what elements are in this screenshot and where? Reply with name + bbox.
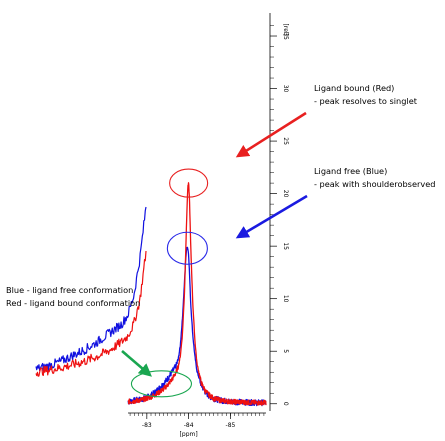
x-tick-label: -83	[142, 422, 152, 429]
bound-arrow	[235, 111, 307, 158]
y-tick-label: 15	[282, 242, 289, 250]
x-axis-label: [ppm]	[180, 431, 198, 437]
highlight-ellipse-2	[130, 370, 193, 398]
y-tick-label: 5	[282, 349, 289, 353]
highlight-ellipse-1	[166, 231, 208, 265]
highlight-ellipse-0	[169, 168, 209, 198]
highlight-layer	[130, 168, 209, 398]
x-tick-label: -85	[226, 422, 236, 429]
free-annotation-title: Ligand free (Blue)	[314, 166, 387, 176]
inset-line-ligand-free	[35, 206, 147, 372]
y-tick-label: 10	[282, 295, 289, 303]
inset-line-ligand-bound	[35, 250, 147, 377]
y-tick-label: 30	[282, 85, 289, 93]
y-tick-label: 20	[282, 190, 289, 198]
x-tick-label: -84	[184, 422, 194, 429]
inset-arrow	[121, 350, 152, 377]
y-axis-label: [rel]	[282, 24, 289, 36]
inset-label-red: Red - ligand bound conformation	[6, 298, 140, 308]
y-tick-label: 0	[282, 402, 289, 406]
inset-layer	[35, 206, 147, 377]
free-annotation-detail: - peak with shoulderobserved	[314, 179, 435, 189]
axis-layer: -83 -84 -85 [ppm] 0 5 10 15 20 25 30 35[rel]	[128, 13, 289, 438]
bound-annotation-detail: - peak resolves to singlet	[314, 96, 418, 106]
inset-label-blue: Blue - ligand free conformation	[6, 285, 133, 295]
y-tick-label: 25	[282, 137, 289, 145]
annotation-layer: Ligand bound (Red) - peak resolves to si…	[6, 83, 435, 377]
free-arrow	[235, 194, 308, 239]
series-line-ligand-free	[127, 246, 267, 407]
y-tick-label: 35	[282, 32, 289, 40]
bound-annotation-title: Ligand bound (Red)	[314, 83, 394, 93]
